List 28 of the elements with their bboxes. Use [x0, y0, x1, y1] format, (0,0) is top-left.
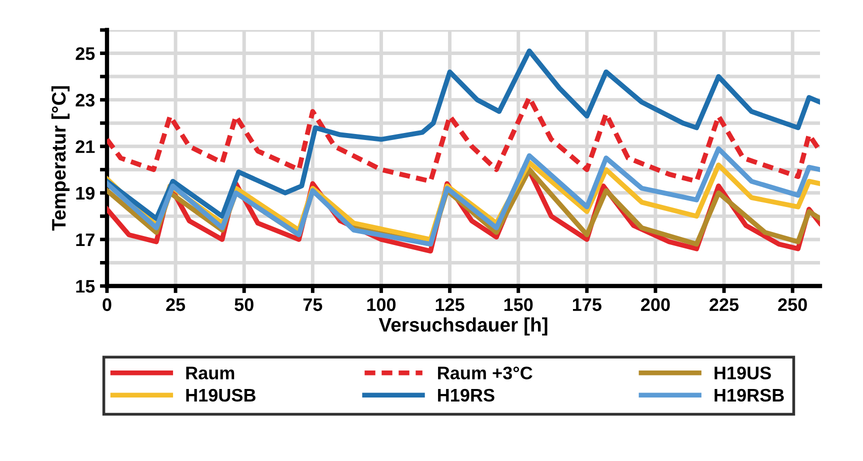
- x-tick-label: 100: [367, 298, 396, 312]
- line-series: [107, 48, 820, 221]
- x-tick-label: 75: [303, 298, 322, 312]
- legend-label: H19RSB: [714, 388, 784, 402]
- legend-label: Raum: [186, 366, 234, 380]
- legend-label: H19USB: [186, 388, 256, 402]
- x-tick-label: 175: [572, 298, 602, 312]
- y-tick-label: 19: [76, 186, 95, 200]
- x-tick-label: 150: [504, 298, 533, 312]
- y-tick-label: 21: [76, 140, 95, 153]
- x-tick-label: 225: [710, 298, 739, 312]
- x-axis-title: Versuchsdauer [h]: [378, 317, 548, 336]
- line-series: [107, 95, 820, 184]
- legend-label: Raum +3°C: [438, 366, 532, 380]
- x-tick-label: 200: [641, 298, 670, 312]
- x-tick-label: 0: [102, 298, 112, 312]
- line-series: [107, 146, 820, 247]
- legend-label: H19RS: [438, 388, 494, 402]
- x-tick-label: 25: [166, 298, 186, 312]
- y-axis-title: Temperatur [°C]: [51, 86, 70, 231]
- y-tick-label: 17: [76, 234, 94, 246]
- y-tick-label: 23: [76, 94, 95, 107]
- x-tick-label: 125: [436, 298, 464, 312]
- y-tick-label: 25: [76, 47, 95, 60]
- x-tick-label: 50: [234, 298, 254, 312]
- legend-label: H19US: [714, 366, 771, 380]
- x-tick-label: 250: [778, 298, 807, 312]
- y-tick-label: 15: [76, 280, 95, 293]
